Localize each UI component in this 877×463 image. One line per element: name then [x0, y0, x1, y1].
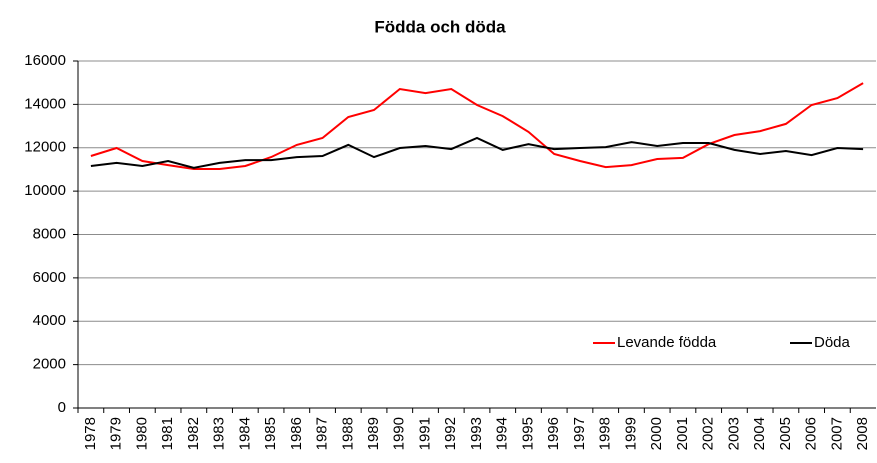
y-tick-label: 4000	[33, 312, 66, 329]
x-tick-label: 1993	[468, 417, 485, 450]
x-tick-label: 2002	[700, 417, 717, 450]
x-tick-label: 2005	[777, 417, 794, 450]
legend-label: Levande födda	[617, 334, 717, 351]
x-tick-label: 1980	[133, 417, 150, 450]
x-tick-label: 1990	[391, 417, 408, 450]
line-series	[90, 136, 864, 169]
x-tick-label: 1987	[314, 417, 331, 450]
x-tick-label: 2007	[828, 417, 845, 450]
y-tick-label: 6000	[33, 269, 66, 286]
x-tick-label: 1983	[211, 417, 228, 450]
x-tick-label: 1985	[262, 417, 279, 450]
y-tick-label: 14000	[24, 95, 66, 112]
x-tick-label: 1992	[442, 417, 459, 450]
legend-label: Döda	[814, 334, 851, 351]
x-tick-label: 1996	[545, 417, 562, 450]
y-tick-label: 2000	[33, 356, 66, 373]
x-tick-label: 1998	[597, 417, 614, 450]
x-tick-label: 1979	[108, 417, 125, 450]
x-tick-label: 2008	[854, 417, 871, 450]
x-tick-label: 1981	[159, 417, 176, 450]
x-tick-label: 1997	[571, 417, 588, 450]
line-series	[90, 82, 864, 170]
x-tick-label: 1978	[82, 417, 99, 450]
x-tick-label: 2004	[751, 417, 768, 450]
x-tick-label: 2006	[803, 417, 820, 450]
x-tick-label: 2000	[648, 417, 665, 450]
y-tick-label: 16000	[24, 52, 66, 69]
x-tick-label: 2001	[674, 417, 691, 450]
y-tick-label: 0	[58, 399, 66, 416]
x-tick-label: 1994	[494, 417, 511, 450]
y-tick-label: 12000	[24, 139, 66, 156]
y-tick-label: 8000	[33, 225, 66, 242]
x-tick-label: 1999	[622, 417, 639, 450]
x-tick-label: 1984	[236, 417, 253, 450]
chart-title: Födda och döda	[374, 17, 506, 36]
x-tick-label: 2003	[725, 417, 742, 450]
x-tick-label: 1991	[416, 417, 433, 450]
x-tick-label: 1986	[288, 417, 305, 450]
x-tick-label: 1995	[519, 417, 536, 450]
x-tick-label: 1988	[339, 417, 356, 450]
y-tick-label: 10000	[24, 182, 66, 199]
x-tick-label: 1982	[185, 417, 202, 450]
x-tick-label: 1989	[365, 417, 382, 450]
